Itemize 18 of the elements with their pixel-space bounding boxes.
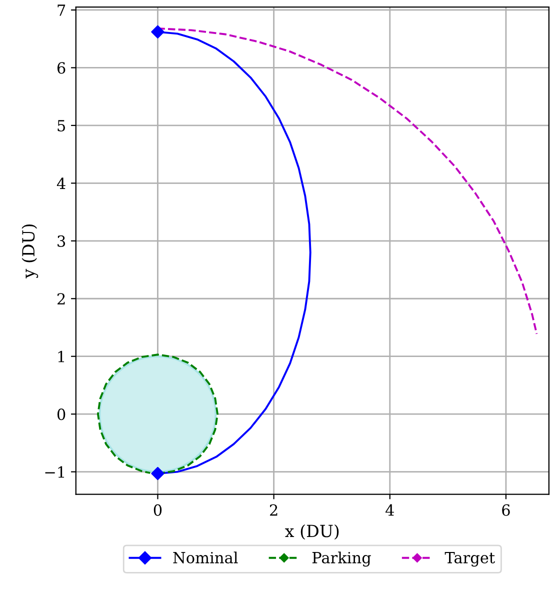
legend-label: Parking (312, 552, 371, 567)
x-tick-label: 4 (385, 504, 394, 516)
y-tick-label: 6 (57, 62, 66, 74)
y-tick-label: 5 (58, 120, 65, 132)
legend-label: Target (444, 552, 495, 567)
y-tick-label: 7 (58, 4, 66, 16)
x-tick-label: 0 (154, 504, 162, 516)
y-tick-label: 1 (58, 350, 64, 362)
y-tick-label: 2 (57, 293, 65, 304)
x-tick-label: 6 (502, 504, 510, 516)
y-tick-label: −1 (45, 466, 64, 478)
y-axis-title: y (DU) (22, 224, 38, 278)
legend-label: Nominal (173, 552, 238, 564)
x-axis-title: x (DU) (285, 524, 339, 540)
y-tick-label: 4 (56, 178, 66, 189)
x-tick-label: 2 (270, 504, 278, 516)
y-tick-label: 0 (57, 408, 66, 420)
y-tick-label: 3 (58, 235, 66, 247)
